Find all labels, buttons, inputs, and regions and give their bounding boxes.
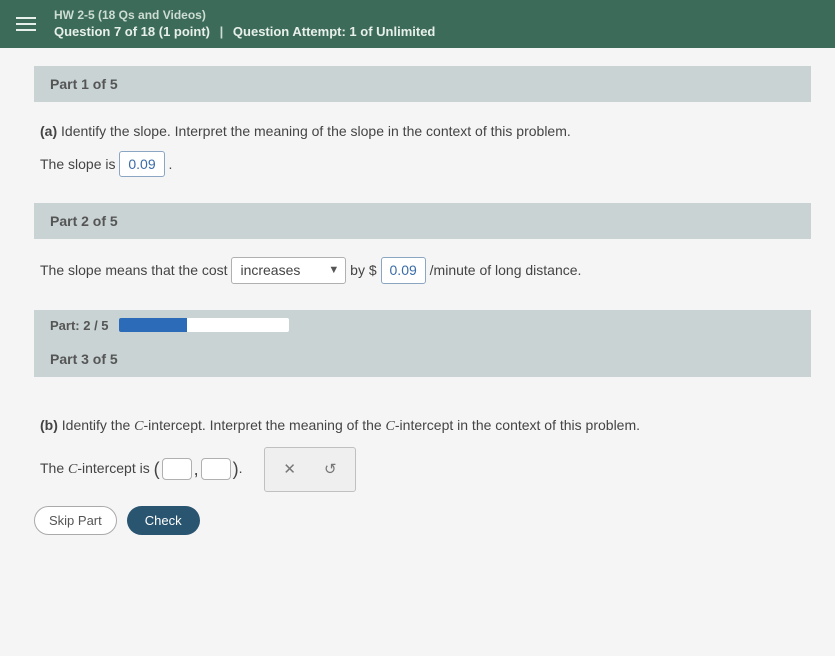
part2-select[interactable]: increases ▼ bbox=[231, 257, 346, 283]
input-toolbar: ✕ ↺ bbox=[264, 447, 355, 492]
progress-fill bbox=[119, 318, 187, 332]
part3-label: (b) bbox=[40, 417, 58, 433]
chevron-down-icon: ▼ bbox=[328, 262, 339, 280]
part1-label: (a) bbox=[40, 123, 57, 139]
part3-text-1: Identify the bbox=[62, 417, 134, 433]
assignment-title: HW 2-5 (18 Qs and Videos) bbox=[54, 8, 435, 24]
part3-answer-line: The C-intercept is (,) . ✕ ↺ bbox=[40, 447, 805, 492]
part1-answer-prefix: The slope is bbox=[40, 156, 115, 172]
question-line: Question 7 of 18 (1 point) | Question At… bbox=[54, 24, 435, 41]
part2-value-box[interactable]: 0.09 bbox=[381, 257, 426, 283]
menu-icon[interactable] bbox=[12, 13, 40, 35]
part1-answer-suffix: . bbox=[169, 156, 173, 172]
question-number: Question 7 of 18 (1 point) bbox=[54, 24, 210, 39]
part2-header: Part 2 of 5 bbox=[34, 203, 811, 239]
part1-body: (a) Identify the slope. Interpret the me… bbox=[34, 120, 811, 203]
ordered-pair-input: (,) bbox=[154, 453, 239, 485]
part3-c-1: C bbox=[134, 419, 143, 434]
intercept-y-input[interactable] bbox=[201, 458, 231, 480]
pipe-divider: | bbox=[220, 24, 224, 39]
part1-answer-box[interactable]: 0.09 bbox=[119, 151, 164, 177]
part2-body: The slope means that the cost increases … bbox=[34, 257, 811, 309]
check-button[interactable]: Check bbox=[127, 506, 200, 535]
footer: Skip Part Check bbox=[0, 496, 835, 545]
part2-text-after: /minute of long distance. bbox=[430, 262, 582, 278]
part2-text-before: The slope means that the cost bbox=[40, 262, 228, 278]
topbar-text: HW 2-5 (18 Qs and Videos) Question 7 of … bbox=[54, 8, 435, 40]
part3-c-3: C bbox=[68, 462, 77, 477]
part3-c-2: C bbox=[386, 419, 395, 434]
part2-select-value: increases bbox=[240, 259, 300, 281]
part3-header: Part 3 of 5 bbox=[34, 341, 811, 377]
part3-prompt: (b) Identify the C-intercept. Interpret … bbox=[40, 413, 805, 439]
reset-icon[interactable]: ↺ bbox=[324, 456, 337, 483]
progress-label: Part: 2 / 5 bbox=[50, 318, 109, 333]
part3-text-3: -intercept in the context of this proble… bbox=[395, 417, 640, 433]
progress-strip: Part: 2 / 5 bbox=[34, 310, 811, 341]
part1-header: Part 1 of 5 bbox=[34, 66, 811, 102]
part3-body: (b) Identify the C-intercept. Interpret … bbox=[34, 395, 811, 496]
close-icon[interactable]: ✕ bbox=[283, 456, 296, 483]
part2-text-mid: by $ bbox=[350, 262, 376, 278]
intercept-x-input[interactable] bbox=[162, 458, 192, 480]
part1-prompt: (a) Identify the slope. Interpret the me… bbox=[40, 120, 805, 142]
part3-answer-prefix-2: -intercept is bbox=[77, 460, 149, 476]
part3-text-2: -intercept. Interpret the meaning of the bbox=[144, 417, 386, 433]
content-area: Part 1 of 5 (a) Identify the slope. Inte… bbox=[0, 48, 835, 495]
part1-prompt-text: Identify the slope. Interpret the meanin… bbox=[61, 123, 571, 139]
progress-track bbox=[119, 318, 289, 332]
skip-part-button[interactable]: Skip Part bbox=[34, 506, 117, 535]
part3-answer-prefix-1: The bbox=[40, 460, 68, 476]
top-bar: HW 2-5 (18 Qs and Videos) Question 7 of … bbox=[0, 0, 835, 48]
part1-answer-line: The slope is 0.09 . bbox=[40, 151, 805, 177]
attempt-text: Question Attempt: 1 of Unlimited bbox=[233, 24, 435, 39]
